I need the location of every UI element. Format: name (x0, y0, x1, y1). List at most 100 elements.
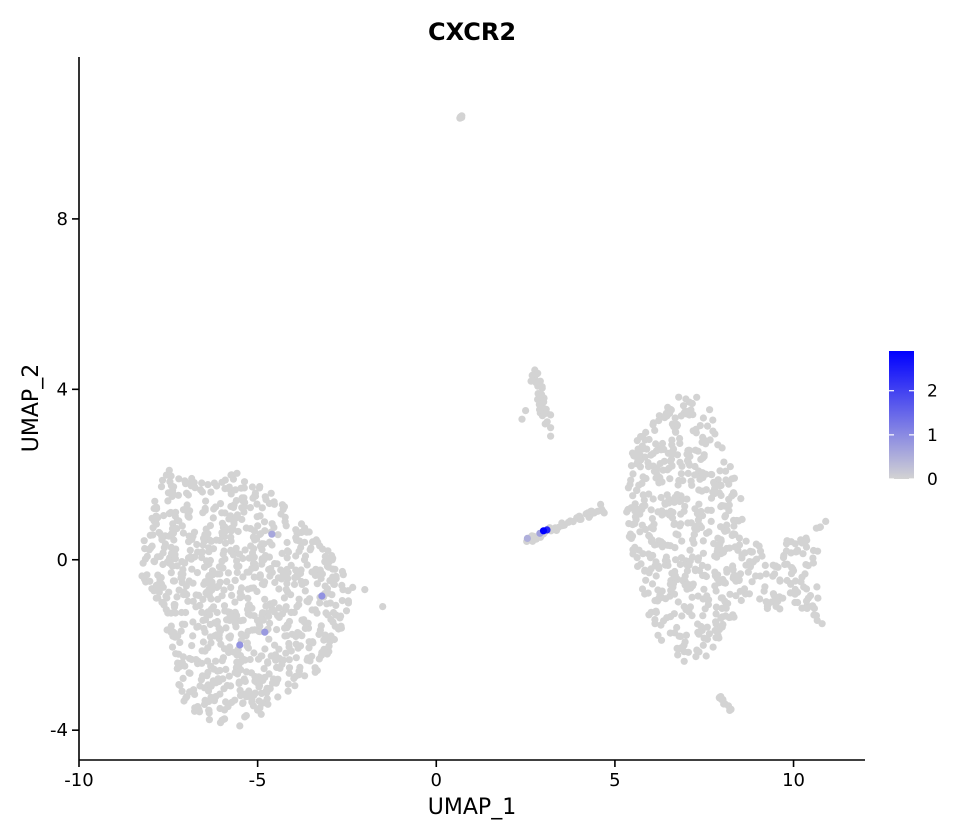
cell-point (220, 602, 229, 610)
cell-point (644, 589, 652, 597)
cell-point (218, 519, 226, 527)
cell-point (248, 604, 256, 612)
cell-point (277, 510, 285, 518)
cell-point (730, 490, 738, 498)
cell-point (305, 644, 313, 652)
cell-point (202, 497, 210, 505)
cell-point (158, 476, 167, 484)
cell-point (167, 482, 175, 490)
cell-point (200, 624, 208, 633)
cell-point (254, 706, 262, 714)
cell-point (342, 607, 351, 615)
cell-point (181, 620, 189, 629)
cell-point (718, 594, 726, 602)
cell-point (631, 452, 639, 460)
cell-point (644, 459, 652, 467)
cell-point (198, 479, 206, 487)
cell-point (244, 644, 252, 652)
cell-point (216, 666, 224, 675)
cell-point (770, 591, 778, 599)
cell-point (329, 565, 337, 573)
cell-point (236, 722, 244, 730)
cell-point (177, 574, 185, 582)
cell-point (664, 541, 672, 549)
cell-point (152, 581, 160, 589)
cell-point (725, 480, 733, 488)
cell-point (242, 668, 251, 676)
cell-point (641, 567, 649, 575)
cell-point (730, 522, 738, 530)
cell-point (746, 558, 754, 566)
cell-point (194, 622, 202, 631)
cell-point (177, 627, 185, 635)
cell-point (701, 605, 709, 613)
cell-point (797, 578, 805, 586)
cell-point (734, 546, 742, 554)
cell-point (218, 529, 226, 537)
cell-point (167, 550, 176, 558)
cell-point (175, 517, 183, 525)
cell-point (248, 698, 256, 706)
cell-point (237, 584, 246, 592)
cell-point (178, 522, 186, 530)
cell-point (636, 528, 644, 536)
cell-point (205, 572, 213, 580)
cell-point (655, 564, 663, 573)
cell-point (266, 572, 274, 580)
cell-point (657, 538, 665, 546)
cell-point (158, 533, 166, 541)
cell-point (691, 446, 700, 454)
cell-point (689, 536, 697, 544)
cell-point (664, 403, 672, 411)
cell-point (237, 666, 245, 674)
cell-point (271, 560, 279, 568)
cell-point (312, 565, 320, 573)
cell-point (652, 607, 660, 615)
cell-point (702, 470, 710, 478)
cell-point (710, 540, 718, 548)
cell-point (265, 612, 273, 621)
cell-point (304, 598, 312, 606)
cell-point (216, 500, 225, 508)
cell-point (646, 532, 654, 541)
cell-point (810, 611, 818, 619)
cell-point (160, 544, 168, 552)
cell-point (219, 654, 227, 662)
expressing-cell-point (523, 534, 532, 543)
cell-point (732, 592, 740, 600)
cell-point (285, 669, 293, 677)
cell-point (334, 625, 343, 633)
cell-point (717, 503, 725, 511)
cell-point (290, 580, 299, 589)
cell-point (685, 446, 693, 454)
cell-point (290, 674, 298, 683)
cell-point (720, 577, 728, 586)
cell-point (675, 393, 683, 401)
cell-point (231, 576, 239, 584)
cell-point (200, 563, 209, 571)
cell-point (206, 522, 214, 530)
cell-point (274, 531, 282, 539)
cell-point (258, 504, 266, 512)
cell-point (293, 603, 301, 611)
cell-point (311, 571, 319, 580)
cell-point (208, 579, 216, 588)
cell-point (146, 577, 154, 585)
cell-point (813, 583, 821, 591)
cell-point (173, 593, 181, 601)
cell-point (295, 595, 303, 603)
cell-point (270, 500, 278, 508)
cell-point (634, 562, 642, 571)
cell-point (207, 488, 215, 496)
cell-point (695, 486, 703, 494)
cell-point (791, 577, 800, 585)
cell-point (235, 562, 243, 570)
cell-point (660, 457, 669, 465)
cell-point (261, 578, 269, 586)
cell-point (655, 594, 663, 603)
cell-point (776, 577, 784, 585)
cell-point (642, 474, 650, 483)
cell-point (244, 585, 252, 593)
cell-point (232, 514, 240, 522)
